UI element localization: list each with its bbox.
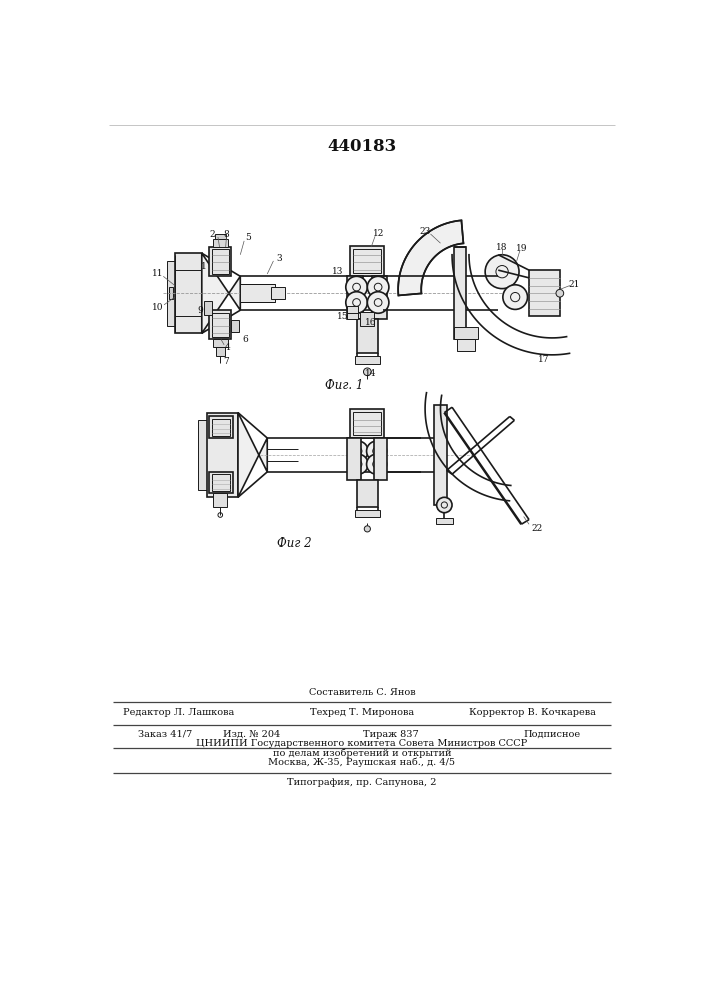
Bar — [354, 412, 381, 435]
Circle shape — [556, 289, 563, 297]
Text: Подписное: Подписное — [524, 730, 580, 739]
Bar — [207, 413, 238, 497]
Circle shape — [218, 423, 227, 433]
Circle shape — [364, 526, 370, 532]
Circle shape — [346, 292, 368, 313]
Circle shape — [437, 497, 452, 513]
Text: 10: 10 — [152, 303, 163, 312]
Text: 16: 16 — [366, 318, 377, 327]
Text: Редактор Л. Лашкова: Редактор Л. Лашкова — [123, 708, 234, 717]
Text: Изд. № 204: Изд. № 204 — [223, 730, 281, 739]
Text: 15: 15 — [337, 312, 349, 321]
Bar — [373, 438, 387, 480]
Bar — [212, 249, 229, 274]
Text: ЦНИИПИ Государственного комитета Совета Министров СССР: ЦНИИПИ Государственного комитета Совета … — [197, 739, 527, 748]
Bar — [167, 261, 175, 326]
Text: Москва, Ж-35, Раушская наб., д. 4/5: Москва, Ж-35, Раушская наб., д. 4/5 — [269, 757, 455, 767]
Bar — [169, 287, 173, 299]
Bar — [347, 276, 363, 319]
Text: 2: 2 — [210, 230, 216, 239]
Circle shape — [368, 276, 389, 298]
Text: 18: 18 — [496, 243, 508, 252]
Bar — [454, 247, 466, 339]
Bar — [372, 276, 387, 319]
Bar — [212, 312, 229, 337]
Bar — [355, 510, 380, 517]
Circle shape — [218, 477, 227, 487]
Text: 4: 4 — [224, 343, 230, 352]
Circle shape — [346, 276, 368, 298]
Text: Техред Т. Миронова: Техред Т. Миронова — [310, 708, 414, 717]
Text: 8: 8 — [223, 230, 229, 239]
Text: Фиг. 1: Фиг. 1 — [325, 379, 363, 392]
Text: Фиг 2: Фиг 2 — [277, 537, 312, 550]
Bar — [198, 420, 207, 490]
Bar — [213, 339, 228, 347]
Bar — [454, 327, 478, 339]
Bar — [271, 287, 285, 299]
Text: по делам изобретений и открытий: по делам изобретений и открытий — [273, 748, 451, 758]
Text: 19: 19 — [515, 244, 527, 253]
Circle shape — [368, 292, 389, 313]
Bar — [215, 234, 226, 239]
Bar — [216, 347, 225, 356]
Text: 17: 17 — [538, 355, 550, 364]
Polygon shape — [201, 253, 240, 333]
Circle shape — [503, 285, 527, 309]
Text: Типография, пр. Сапунова, 2: Типография, пр. Сапунова, 2 — [287, 778, 437, 787]
Circle shape — [366, 441, 387, 461]
Text: 21: 21 — [568, 280, 580, 289]
Bar — [434, 405, 447, 505]
Circle shape — [485, 255, 519, 289]
Text: 6: 6 — [243, 335, 249, 344]
Text: 9: 9 — [197, 306, 203, 315]
Bar — [354, 249, 381, 273]
Bar — [457, 339, 475, 351]
Text: 1: 1 — [201, 262, 207, 271]
Bar — [175, 253, 201, 333]
Bar — [436, 518, 452, 524]
Text: 22: 22 — [531, 524, 542, 533]
Text: 14: 14 — [366, 369, 377, 378]
Bar — [351, 246, 385, 276]
Text: 11: 11 — [152, 269, 163, 278]
Bar — [212, 474, 230, 491]
Bar — [351, 409, 385, 438]
Text: Тираж 837: Тираж 837 — [363, 730, 419, 739]
Bar — [209, 416, 233, 438]
Bar — [360, 312, 373, 326]
Bar — [355, 356, 380, 364]
Bar — [209, 247, 231, 276]
Bar — [209, 310, 231, 339]
Text: Заказ 41/7: Заказ 41/7 — [138, 730, 192, 739]
Bar — [204, 301, 212, 315]
Circle shape — [348, 441, 368, 461]
Text: 5: 5 — [245, 233, 251, 242]
Text: 440183: 440183 — [327, 138, 397, 155]
Text: Составитель С. Янов: Составитель С. Янов — [309, 688, 415, 697]
Polygon shape — [398, 220, 463, 295]
Bar — [356, 480, 378, 507]
Polygon shape — [238, 413, 267, 497]
Bar — [212, 419, 230, 436]
Circle shape — [348, 454, 368, 474]
Text: 12: 12 — [373, 229, 385, 238]
Text: 7: 7 — [223, 357, 228, 366]
Bar — [209, 472, 233, 493]
Bar — [356, 319, 378, 353]
Text: Корректор В. Кочкарева: Корректор В. Кочкарева — [469, 708, 596, 717]
Bar — [231, 320, 239, 332]
Bar — [240, 284, 275, 302]
Bar — [529, 270, 560, 316]
Text: 3: 3 — [276, 254, 281, 263]
Bar — [347, 306, 358, 319]
Text: 23: 23 — [419, 227, 431, 236]
Circle shape — [363, 368, 371, 376]
Circle shape — [366, 454, 387, 474]
Bar — [214, 493, 227, 507]
Bar — [213, 239, 228, 247]
Text: 13: 13 — [332, 267, 344, 276]
Bar — [347, 438, 361, 480]
